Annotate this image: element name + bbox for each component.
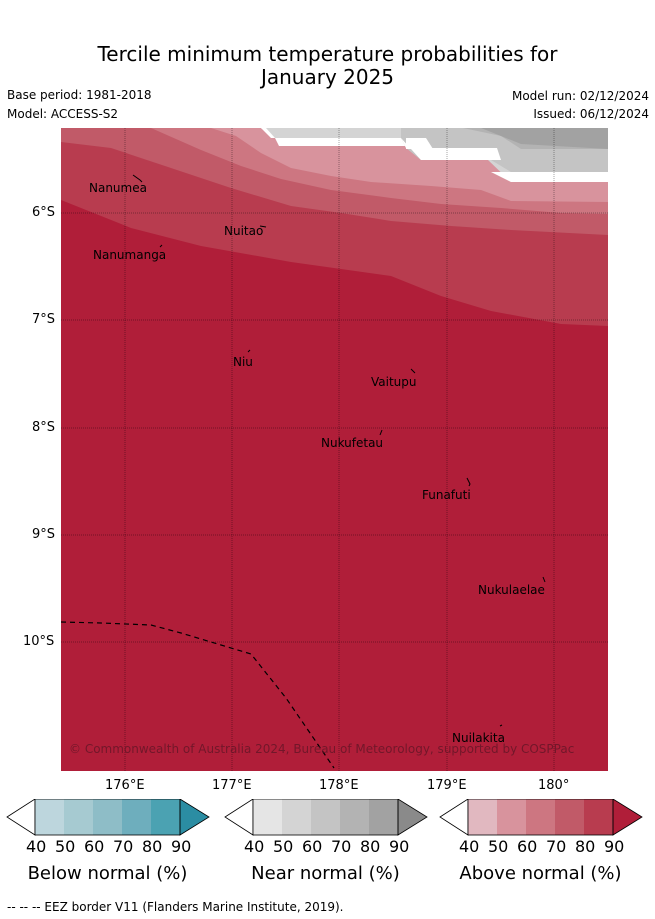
- cb-below-tick-40: 40: [26, 837, 47, 856]
- cb-near-tick-90: 90: [389, 837, 410, 856]
- map-title-line2: January 2025: [260, 65, 395, 89]
- map-title-line1: Tercile minimum temperature probabilitie…: [97, 42, 558, 66]
- base-period-label: Base period: 1981-2018: [7, 88, 152, 102]
- place-label-vaitupu: Vaitupu: [371, 375, 417, 389]
- near-80-region: [466, 128, 608, 149]
- place-label-niu: Niu: [233, 355, 253, 369]
- y-tick-7s: 7°S: [32, 312, 56, 327]
- y-tick-10s: 10°S: [23, 634, 55, 649]
- place-label-nanumea: Nanumea: [89, 181, 147, 195]
- x-tick-178: 178°E: [319, 778, 359, 793]
- cb-near-tick-50: 50: [273, 837, 294, 856]
- model-run-label: Model run: 02/12/2024: [511, 89, 649, 103]
- x-tick-179: 179°E: [427, 778, 467, 793]
- place-label-nukufetau: Nukufetau: [321, 436, 384, 450]
- cb-near-tick-70: 70: [331, 837, 352, 856]
- cb-above-title: Above normal (%): [459, 863, 622, 884]
- eez-border-line: [61, 621, 335, 769]
- cb-below-title: Below normal (%): [27, 863, 188, 884]
- cb-above-tick-40: 40: [459, 837, 480, 856]
- cb-above-tick-80: 80: [575, 837, 596, 856]
- x-tick-177: 177°E: [212, 778, 252, 793]
- map-panel[interactable]: Nanumea Nuitao Nanumanga Niu Vaitupu Nuk…: [61, 128, 608, 771]
- model-label: Model: ACCESS-S2: [7, 107, 119, 121]
- x-tick-180: 180°: [538, 778, 570, 793]
- place-label-nukulaelae: Nukulaelae: [478, 583, 545, 597]
- eez-footnote: -- -- -- EEZ border V11 (Flanders Marine…: [7, 900, 344, 914]
- x-tick-176: 176°E: [105, 778, 145, 793]
- cb-below-tick-80: 80: [142, 837, 163, 856]
- cb-above-tick-60: 60: [517, 837, 538, 856]
- cb-below-tick-50: 50: [55, 837, 76, 856]
- probability-map: [61, 128, 608, 771]
- place-label-funafuti: Funafuti: [422, 488, 471, 502]
- cb-near-tick-80: 80: [360, 837, 381, 856]
- y-tick-8s: 8°S: [32, 420, 56, 435]
- place-label-nuilakita: Nuilakita: [452, 731, 505, 745]
- y-tick-9s: 9°S: [32, 527, 56, 542]
- cb-below-tick-60: 60: [84, 837, 105, 856]
- colorbar-above: [439, 799, 643, 836]
- cb-above-tick-70: 70: [546, 837, 567, 856]
- colorbar-below: [6, 799, 210, 836]
- colorbars: [6, 799, 643, 836]
- copyright-notice: © Commonwealth of Australia 2024, Bureau…: [69, 742, 575, 756]
- y-tick-6s: 6°S: [32, 205, 56, 220]
- place-label-nuitao: Nuitao: [224, 224, 264, 238]
- cb-near-title: Near normal (%): [251, 863, 400, 884]
- cb-above-tick-90: 90: [604, 837, 625, 856]
- cb-below-tick-70: 70: [113, 837, 134, 856]
- colorbar-near: [224, 799, 428, 836]
- cb-near-tick-40: 40: [244, 837, 265, 856]
- issued-label: Issued: 06/12/2024: [533, 107, 649, 121]
- place-label-nanumanga: Nanumanga: [93, 248, 167, 262]
- cb-near-tick-60: 60: [302, 837, 323, 856]
- island-marks: [132, 174, 546, 727]
- cb-below-tick-90: 90: [171, 837, 192, 856]
- cb-above-tick-50: 50: [488, 837, 509, 856]
